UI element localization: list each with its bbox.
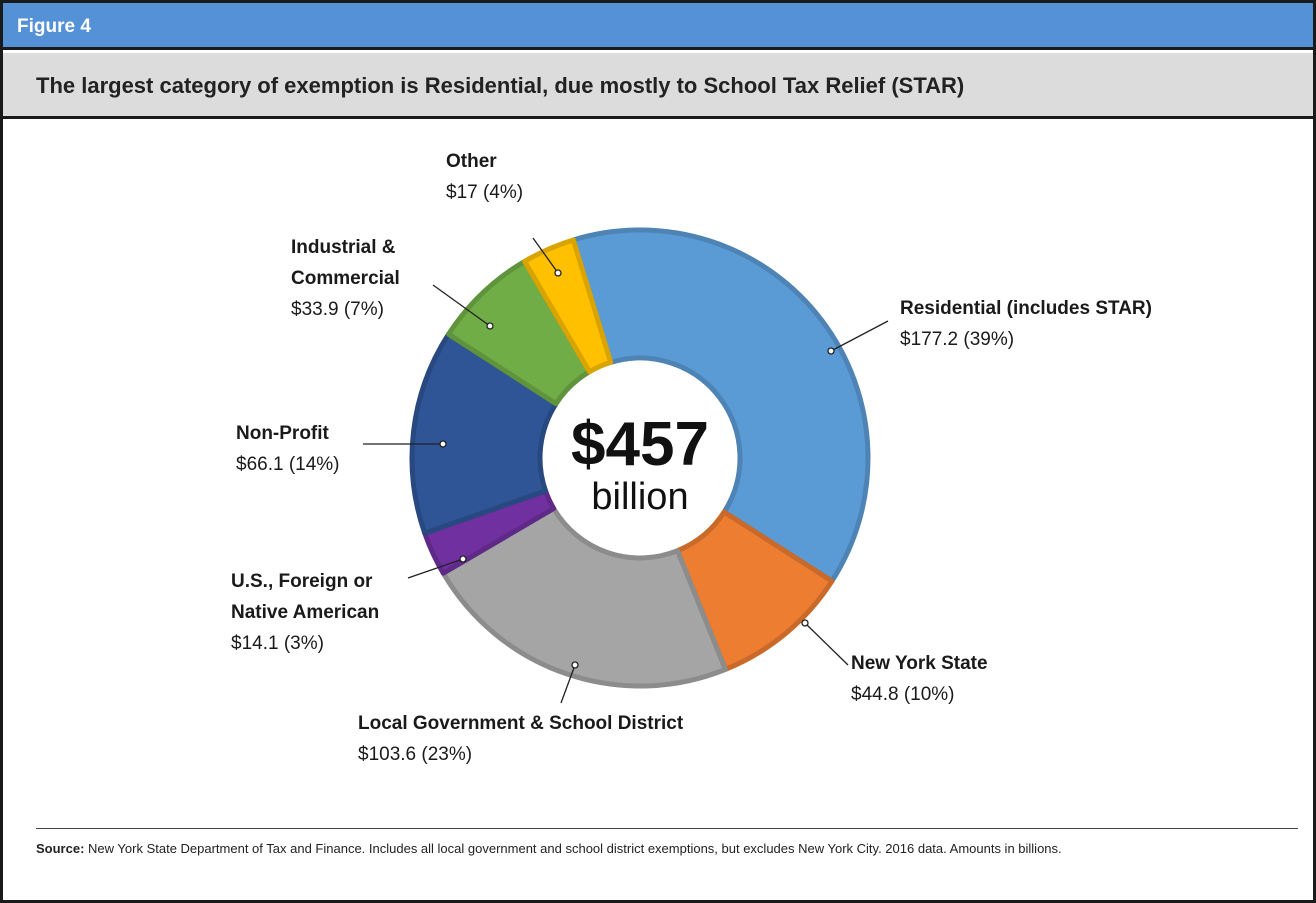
leader-line: [532, 237, 559, 274]
leader-line: [432, 284, 491, 327]
segment-label: U.S., Foreign or Native American $14.1 (3…: [231, 566, 411, 659]
leader-dot: [459, 555, 467, 563]
segment-label: Other $17 (4%): [446, 146, 566, 208]
category-label: New York State: [851, 653, 988, 674]
segment-label: Non-Profit $66.1 (14%): [236, 418, 386, 480]
source-rule: [36, 828, 1298, 829]
category-label: Local Government & School District: [358, 713, 684, 734]
value-label: $177.2 (39%): [900, 329, 1015, 350]
figure-label: Figure 4: [3, 3, 1313, 50]
leader-dot: [571, 661, 579, 669]
source-note: Source: New York State Department of Tax…: [36, 839, 1216, 859]
center-value: $457: [571, 410, 709, 479]
leader-dot: [554, 269, 562, 277]
category-label: Non-Profit: [236, 423, 329, 444]
donut-segment: [522, 237, 614, 375]
segment-label: Local Government & School District $103.6…: [358, 708, 778, 770]
source-label: Source:: [36, 841, 85, 856]
value-label: $14.1 (3%): [231, 633, 324, 654]
segment-label: New York State $44.8 (10%): [851, 648, 1051, 710]
category-label: Other: [446, 151, 497, 172]
leader-dot: [439, 440, 447, 448]
leader-line: [407, 558, 464, 579]
value-label: $66.1 (14%): [236, 454, 340, 475]
category-label: U.S., Foreign or Native American: [231, 571, 380, 623]
value-label: $103.6 (23%): [358, 744, 473, 765]
segment-label: Residential (includes STAR) $177.2 (39%): [900, 293, 1220, 355]
leader-line: [560, 664, 576, 704]
category-label: Industrial & Commercial: [291, 237, 400, 289]
leader-dot: [827, 347, 835, 355]
category-label: Residential (includes STAR): [900, 298, 1152, 319]
chart-title: The largest category of exemption is Res…: [3, 53, 1313, 119]
donut-segment: [570, 227, 871, 584]
donut-segment: [440, 506, 728, 689]
value-label: $33.9 (7%): [291, 299, 384, 320]
center-label: billion: [591, 476, 688, 518]
leader-line: [830, 320, 889, 352]
value-label: $17 (4%): [446, 182, 524, 203]
leader-dot: [801, 619, 809, 627]
donut-segment: [409, 331, 559, 536]
source-text: New York State Department of Tax and Fin…: [88, 841, 1062, 856]
value-label: $44.8 (10%): [851, 684, 955, 705]
leader-line: [804, 622, 849, 666]
leader-dot: [486, 322, 494, 330]
segment-label: Industrial & Commercial $33.9 (7%): [291, 232, 431, 325]
